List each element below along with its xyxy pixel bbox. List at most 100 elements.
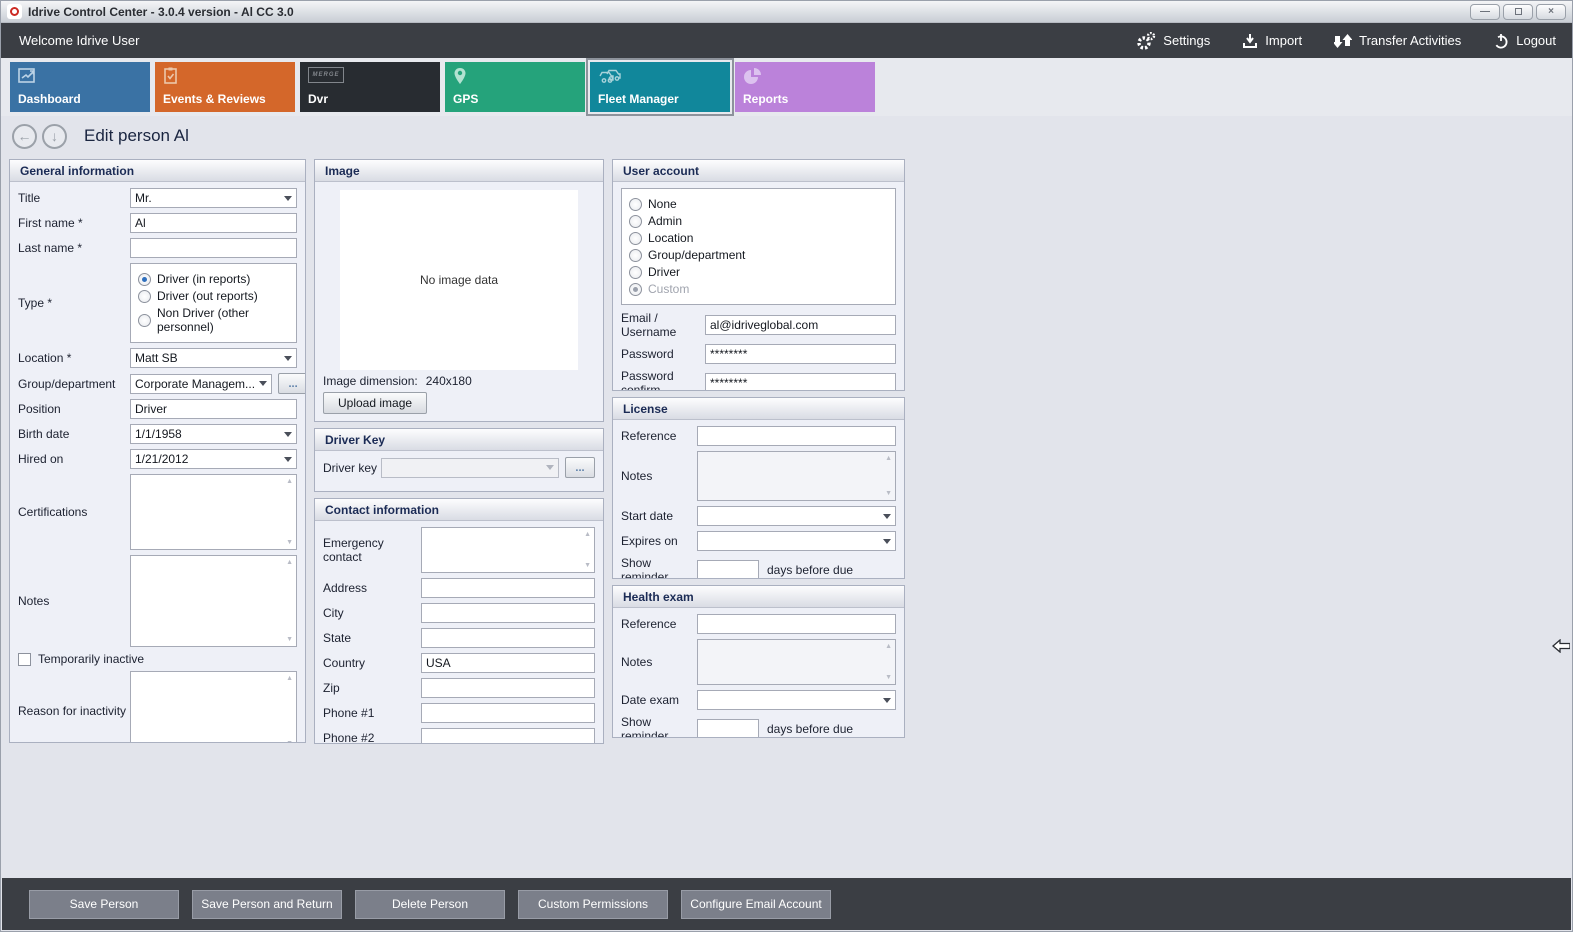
dvr-brand-logo-icon: MERGE — [308, 67, 344, 83]
role-option-location[interactable]: Location — [629, 231, 888, 245]
scroll-down-nav-button[interactable]: ↓ — [42, 123, 67, 149]
password-confirm-label: Password confirm — [621, 369, 674, 391]
fleet-cars-icon — [598, 67, 722, 85]
app-logo-icon — [7, 4, 22, 19]
panel-header: Image — [315, 160, 603, 182]
scroll-down-icon: ▼ — [885, 490, 892, 497]
type-option-driver-out-reports[interactable]: Driver (out reports) — [138, 289, 289, 303]
location-dropdown[interactable]: Matt SB — [130, 348, 297, 368]
tab-reports[interactable]: Reports — [735, 62, 875, 112]
first-name-field[interactable] — [130, 213, 297, 233]
health-reminder-field[interactable] — [697, 719, 759, 737]
scroll-up-icon: ▲ — [286, 478, 293, 485]
driver-key-dropdown[interactable] — [381, 457, 559, 478]
person-image-placeholder: No image data — [340, 190, 578, 370]
scroll-up-icon: ▲ — [286, 675, 293, 682]
save-person-button[interactable]: Save Person — [29, 889, 179, 919]
health-reference-field[interactable] — [697, 614, 896, 634]
phone2-field[interactable] — [421, 728, 595, 743]
title-dropdown[interactable]: Mr. — [130, 188, 297, 208]
group-department-label: Group/department — [18, 376, 116, 391]
chevron-down-icon — [546, 465, 554, 470]
license-start-date-label: Start date — [621, 509, 674, 523]
health-reminder-label: Show reminder — [621, 715, 669, 738]
health-notes-label: Notes — [621, 655, 653, 669]
license-notes-field[interactable]: ▲ ▼ — [697, 451, 896, 501]
group-department-browse-button[interactable]: ... — [278, 373, 305, 394]
temporarily-inactive-row[interactable]: Temporarily inactive — [18, 652, 297, 666]
radio-icon — [629, 265, 642, 279]
password-field[interactable] — [705, 344, 896, 364]
license-expires-on-dropdown[interactable] — [697, 531, 896, 551]
transfer-activities-label: Transfer Activities — [1359, 33, 1462, 48]
tab-events-reviews[interactable]: Events & Reviews — [155, 62, 295, 112]
scroll-up-icon: ▲ — [885, 643, 892, 650]
tab-fleet-manager[interactable]: Fleet Manager — [586, 58, 734, 116]
zip-field[interactable] — [421, 678, 595, 698]
transfer-activities-button[interactable]: Transfer Activities — [1334, 32, 1461, 50]
position-field[interactable] — [130, 399, 297, 419]
group-department-dropdown-value: Corporate Managem... — [135, 376, 256, 391]
password-confirm-field[interactable] — [705, 373, 896, 390]
save-person-and-return-button[interactable]: Save Person and Return — [192, 889, 342, 919]
scroll-down-icon: ▼ — [286, 539, 293, 546]
health-reference-label: Reference — [621, 617, 677, 631]
license-reminder-field[interactable] — [697, 560, 759, 578]
type-option-non-driver[interactable]: Non Driver (other personnel) — [138, 306, 289, 334]
tab-label: Dvr — [308, 92, 329, 106]
role-option-driver[interactable]: Driver — [629, 265, 888, 279]
license-reminder-label: Show reminder — [621, 556, 669, 579]
role-option-custom: Custom — [629, 282, 888, 296]
radio-label: Location — [648, 231, 694, 245]
radio-icon — [629, 248, 642, 262]
role-option-none[interactable]: None — [629, 197, 888, 211]
upload-image-button[interactable]: Upload image — [323, 392, 428, 414]
radio-icon — [629, 231, 642, 245]
phone1-field[interactable] — [421, 703, 595, 723]
import-button[interactable]: Import — [1242, 33, 1302, 49]
group-department-dropdown[interactable]: Corporate Managem... — [130, 373, 273, 394]
driver-key-browse-button[interactable]: ... — [565, 457, 595, 478]
certifications-field[interactable]: ▲ ▼ — [130, 474, 297, 550]
temporarily-inactive-checkbox[interactable] — [18, 652, 31, 666]
role-option-group-department[interactable]: Group/department — [629, 248, 888, 262]
health-date-exam-dropdown[interactable] — [697, 690, 896, 710]
last-name-field[interactable] — [130, 238, 297, 258]
role-option-admin[interactable]: Admin — [629, 214, 888, 228]
license-start-date-dropdown[interactable] — [697, 506, 896, 526]
scroll-down-icon: ▼ — [286, 740, 293, 742]
minimize-button[interactable]: — — [1470, 3, 1500, 20]
settings-button[interactable]: Settings — [1136, 31, 1210, 50]
tab-dvr[interactable]: MERGE Dvr — [300, 62, 440, 112]
logout-button[interactable]: Logout — [1493, 33, 1556, 49]
close-button[interactable]: × — [1536, 3, 1566, 20]
birth-date-dropdown[interactable]: 1/1/1958 — [130, 424, 297, 444]
maximize-button[interactable] — [1503, 3, 1533, 20]
hired-on-dropdown[interactable]: 1/21/2012 — [130, 449, 297, 469]
first-name-label: First name * — [18, 216, 83, 230]
country-field[interactable] — [421, 653, 595, 673]
address-field[interactable] — [421, 578, 595, 598]
type-option-driver-in-reports[interactable]: Driver (in reports) — [138, 272, 289, 286]
emergency-contact-field[interactable]: ▲ ▼ — [421, 527, 595, 573]
health-notes-field[interactable]: ▲ ▼ — [697, 639, 896, 685]
tab-dashboard[interactable]: Dashboard — [10, 62, 150, 112]
custom-permissions-button[interactable]: Custom Permissions — [518, 889, 668, 919]
transfer-arrows-icon — [1334, 32, 1353, 50]
license-reference-field[interactable] — [697, 426, 896, 446]
health-reminder-suffix: days before due — [767, 722, 854, 736]
map-pin-icon — [453, 67, 577, 86]
welcome-text: Welcome Idrive User — [19, 33, 140, 48]
notes-field[interactable]: ▲ ▼ — [130, 555, 297, 647]
chevron-down-icon — [883, 538, 891, 544]
back-button[interactable]: ← — [12, 123, 37, 149]
reason-for-inactivity-field[interactable]: ▲ ▼ — [130, 671, 297, 742]
email-username-field[interactable] — [705, 315, 896, 335]
state-field[interactable] — [421, 628, 595, 648]
health-date-exam-label: Date exam — [621, 693, 680, 707]
city-field[interactable] — [421, 603, 595, 623]
delete-person-button[interactable]: Delete Person — [355, 889, 505, 919]
main-content: General information Title Mr. First name… — [1, 156, 1572, 744]
tab-gps[interactable]: GPS — [445, 62, 585, 112]
configure-email-account-button[interactable]: Configure Email Account — [681, 889, 831, 919]
